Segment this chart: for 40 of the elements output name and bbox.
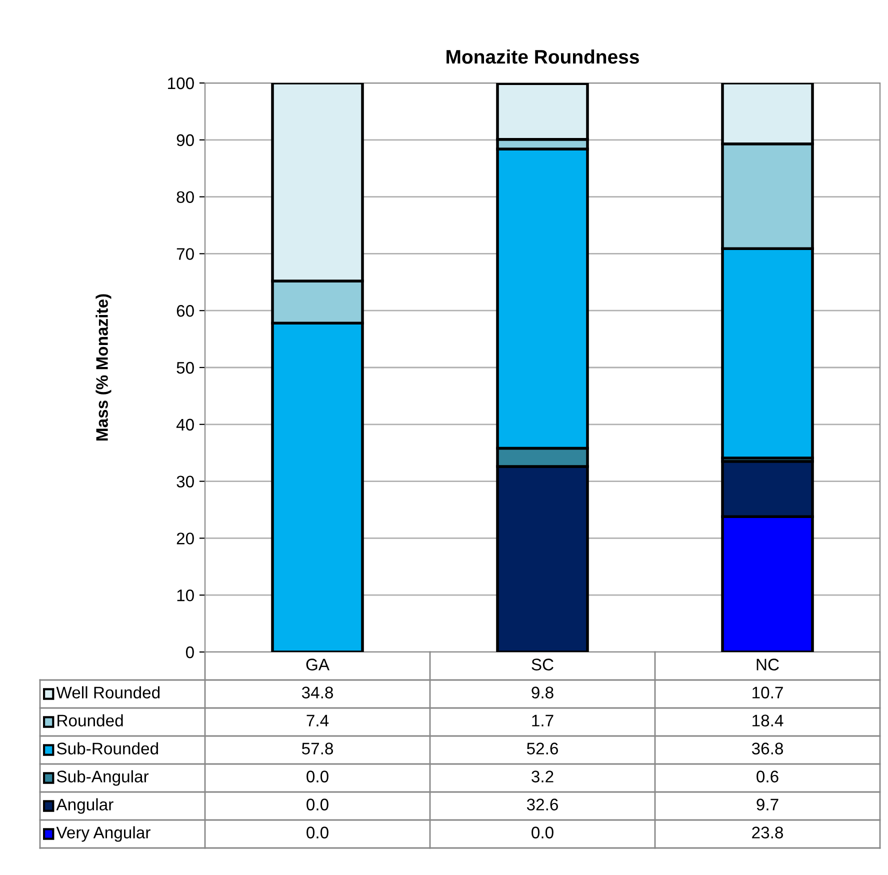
data-label: 0.0 [532, 826, 554, 838]
y-tick-label: 10 [177, 590, 194, 602]
y-tick-label: 60 [176, 305, 194, 317]
data-label: 1.7 [532, 714, 554, 726]
data-label: 32.6 [526, 798, 558, 810]
y-tick-label: 30 [176, 476, 194, 488]
data-label: 9.7 [756, 798, 778, 810]
data-label: 23.8 [752, 826, 783, 838]
y-tick-label: 0 [186, 646, 194, 658]
legend-label: Sub-Angular [56, 770, 149, 786]
y-tick-label: 20 [176, 532, 194, 544]
y-tick-label: 100 [168, 77, 194, 90]
data-label: 0.0 [306, 826, 328, 838]
legend-label: Angular [56, 798, 114, 814]
data-label: 57.8 [302, 742, 333, 754]
y-tick-label: 40 [176, 418, 194, 431]
data-label: 0.0 [306, 798, 328, 810]
legend-label: Sub-Rounded [56, 742, 158, 754]
legend-label: Well Rounded [56, 686, 160, 698]
legend-label: Very Angular [56, 826, 150, 842]
data-label: 9.8 [532, 686, 554, 698]
chart-title: Monazite Roundness [446, 49, 639, 64]
data-label: 36.8 [752, 742, 783, 754]
data-label: 18.4 [752, 714, 784, 726]
y-tick-label: 90 [176, 134, 194, 146]
x-tick-label: SC [532, 658, 554, 670]
x-tick-label: NC [756, 658, 779, 670]
y-tick-label: 80 [176, 191, 194, 204]
y-axis-title: Mass (% Monazite) [96, 294, 112, 440]
y-tick-label: 70 [176, 248, 194, 260]
y-tick-label: 50 [176, 362, 194, 374]
data-label: 3.2 [532, 770, 554, 782]
data-label: 34.8 [302, 686, 333, 698]
data-label: 0.6 [756, 770, 778, 782]
data-label: 0.0 [306, 770, 328, 782]
x-tick-label: GA [306, 658, 330, 670]
data-label: 52.6 [526, 742, 558, 754]
data-label: 7.4 [306, 714, 329, 726]
data-label: 10.7 [752, 686, 783, 698]
legend-label: Rounded [58, 714, 123, 726]
